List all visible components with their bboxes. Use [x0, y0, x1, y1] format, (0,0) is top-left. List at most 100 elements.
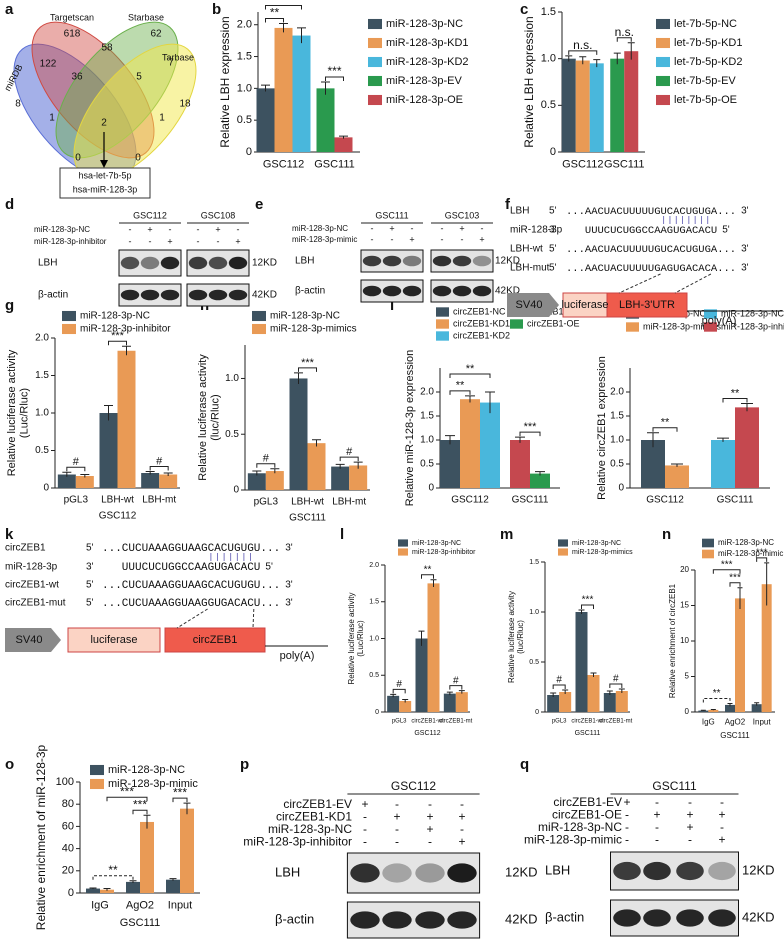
region-count: 1 — [159, 113, 165, 124]
legend-swatch — [558, 539, 568, 547]
panel-label: f — [505, 196, 511, 213]
region-count: 0 — [135, 153, 141, 164]
bar — [292, 35, 311, 152]
legend-label: let-7b-5p-OE — [674, 94, 737, 106]
legend-label: circZEB1-KD1 — [453, 318, 510, 328]
condition-sign: - — [217, 236, 220, 246]
legend-swatch — [656, 37, 670, 49]
condition-sign: - — [395, 797, 399, 811]
y-tick-label: 1.5 — [529, 559, 539, 566]
condition-sign: + — [653, 808, 660, 822]
construct-promoter — [5, 628, 61, 652]
condition-sign: - — [460, 822, 464, 836]
legend-swatch — [656, 94, 670, 106]
significance-bracket — [132, 809, 148, 815]
x-tick-label: circZEB1-wt — [411, 718, 444, 724]
error-bar — [62, 471, 72, 477]
condition-label: miR-128-3p-inhibitor — [243, 835, 352, 849]
significance-label: # — [556, 675, 562, 686]
legend-label: miR-128-3p-NC — [412, 540, 461, 547]
error-bar — [535, 471, 545, 476]
sequence-name: circZEB1-mut — [5, 598, 66, 609]
significance-label: *** — [582, 595, 594, 606]
legend-swatch — [398, 539, 408, 547]
condition-sign: - — [441, 223, 444, 233]
region-count: 618 — [64, 29, 81, 40]
significance-label: *** — [173, 785, 187, 799]
x-axis-label: GSC111 — [120, 917, 161, 929]
error-bar — [741, 403, 753, 412]
significance-bracket — [449, 390, 471, 395]
sequence-end: 3' — [285, 598, 293, 609]
error-bar — [261, 84, 270, 92]
condition-sign: + — [718, 833, 725, 847]
blot-band — [452, 285, 472, 297]
y-tick-label: 0.5 — [529, 659, 539, 666]
condition-sign: - — [363, 810, 367, 824]
y-tick-label: 0 — [550, 146, 556, 158]
condition-sign: - — [371, 234, 374, 244]
significance-label: # — [156, 455, 163, 467]
error-bar — [737, 587, 743, 610]
blot-band — [452, 255, 472, 267]
bar — [117, 350, 136, 488]
significance-label: ** — [108, 863, 118, 877]
significance-label: ** — [661, 417, 670, 429]
blot-band — [228, 256, 248, 270]
error-bar — [279, 22, 288, 33]
size-label: 12KD — [495, 256, 520, 267]
bar — [180, 808, 194, 893]
venn-result: hsa-let-7b-5p — [78, 170, 131, 180]
y-tick-label: 20 — [680, 565, 689, 574]
condition-label: miR-128-3p-mimic — [524, 833, 622, 847]
error-bar — [578, 609, 585, 614]
condition-sign: + — [459, 223, 464, 233]
venn-arrowhead — [100, 160, 108, 168]
panel-label: c — [520, 1, 528, 18]
condition-sign: - — [391, 234, 394, 244]
condition-sign: - — [129, 236, 132, 246]
blot-band — [643, 909, 671, 927]
error-bar — [647, 432, 659, 448]
error-bar — [145, 471, 155, 475]
region-count: 36 — [71, 72, 83, 83]
sequence-segment: ...CUCUAAAGGUAAG — [102, 580, 208, 592]
blot-band — [402, 255, 422, 267]
region-count: 1 — [49, 113, 55, 124]
size-label: 42KD — [742, 909, 775, 924]
condition-sign: - — [688, 833, 692, 847]
error-bar — [590, 672, 597, 677]
y-axis-label: Relative luciferase activity(luc/Rluc) — [197, 354, 222, 481]
region-count: 62 — [150, 29, 162, 40]
panel-label: e — [255, 196, 263, 213]
legend-label: miR-128-3p-NC — [721, 308, 784, 318]
legend-label: miR-128-3p-mimics — [643, 321, 722, 331]
sequence-end: 5' — [265, 562, 273, 573]
error-bar — [297, 27, 306, 44]
y-tick-label: 0 — [375, 709, 379, 716]
construct-box — [67, 627, 161, 653]
legend-label: miR-128-3p-KD2 — [386, 56, 469, 68]
error-bar — [465, 395, 475, 403]
condition-sign: - — [169, 224, 172, 234]
sequence-end: 5' — [549, 206, 557, 217]
y-tick-label: 1.5 — [237, 50, 252, 62]
sequence-segment: A... — [711, 263, 736, 275]
legend-swatch — [368, 18, 382, 30]
legend-swatch — [702, 549, 714, 559]
significance-label: ** — [424, 564, 432, 575]
error-bar — [764, 562, 770, 606]
x-tick-label: IgG — [702, 718, 715, 727]
condition-sign: + — [458, 835, 465, 849]
bar — [698, 710, 709, 712]
blot-band — [415, 863, 445, 883]
x-tick-label: GSC112 — [451, 495, 489, 506]
blot-band — [362, 285, 382, 297]
bar — [265, 471, 284, 490]
y-tick-label: 60 — [62, 820, 74, 832]
protein-label: LBH — [545, 862, 570, 877]
blot-band — [708, 861, 736, 881]
legend-label: let-7b-5p-NC — [674, 18, 737, 30]
sequence-segment: U... — [254, 580, 280, 592]
x-tick-label: GSC111 — [314, 159, 355, 171]
